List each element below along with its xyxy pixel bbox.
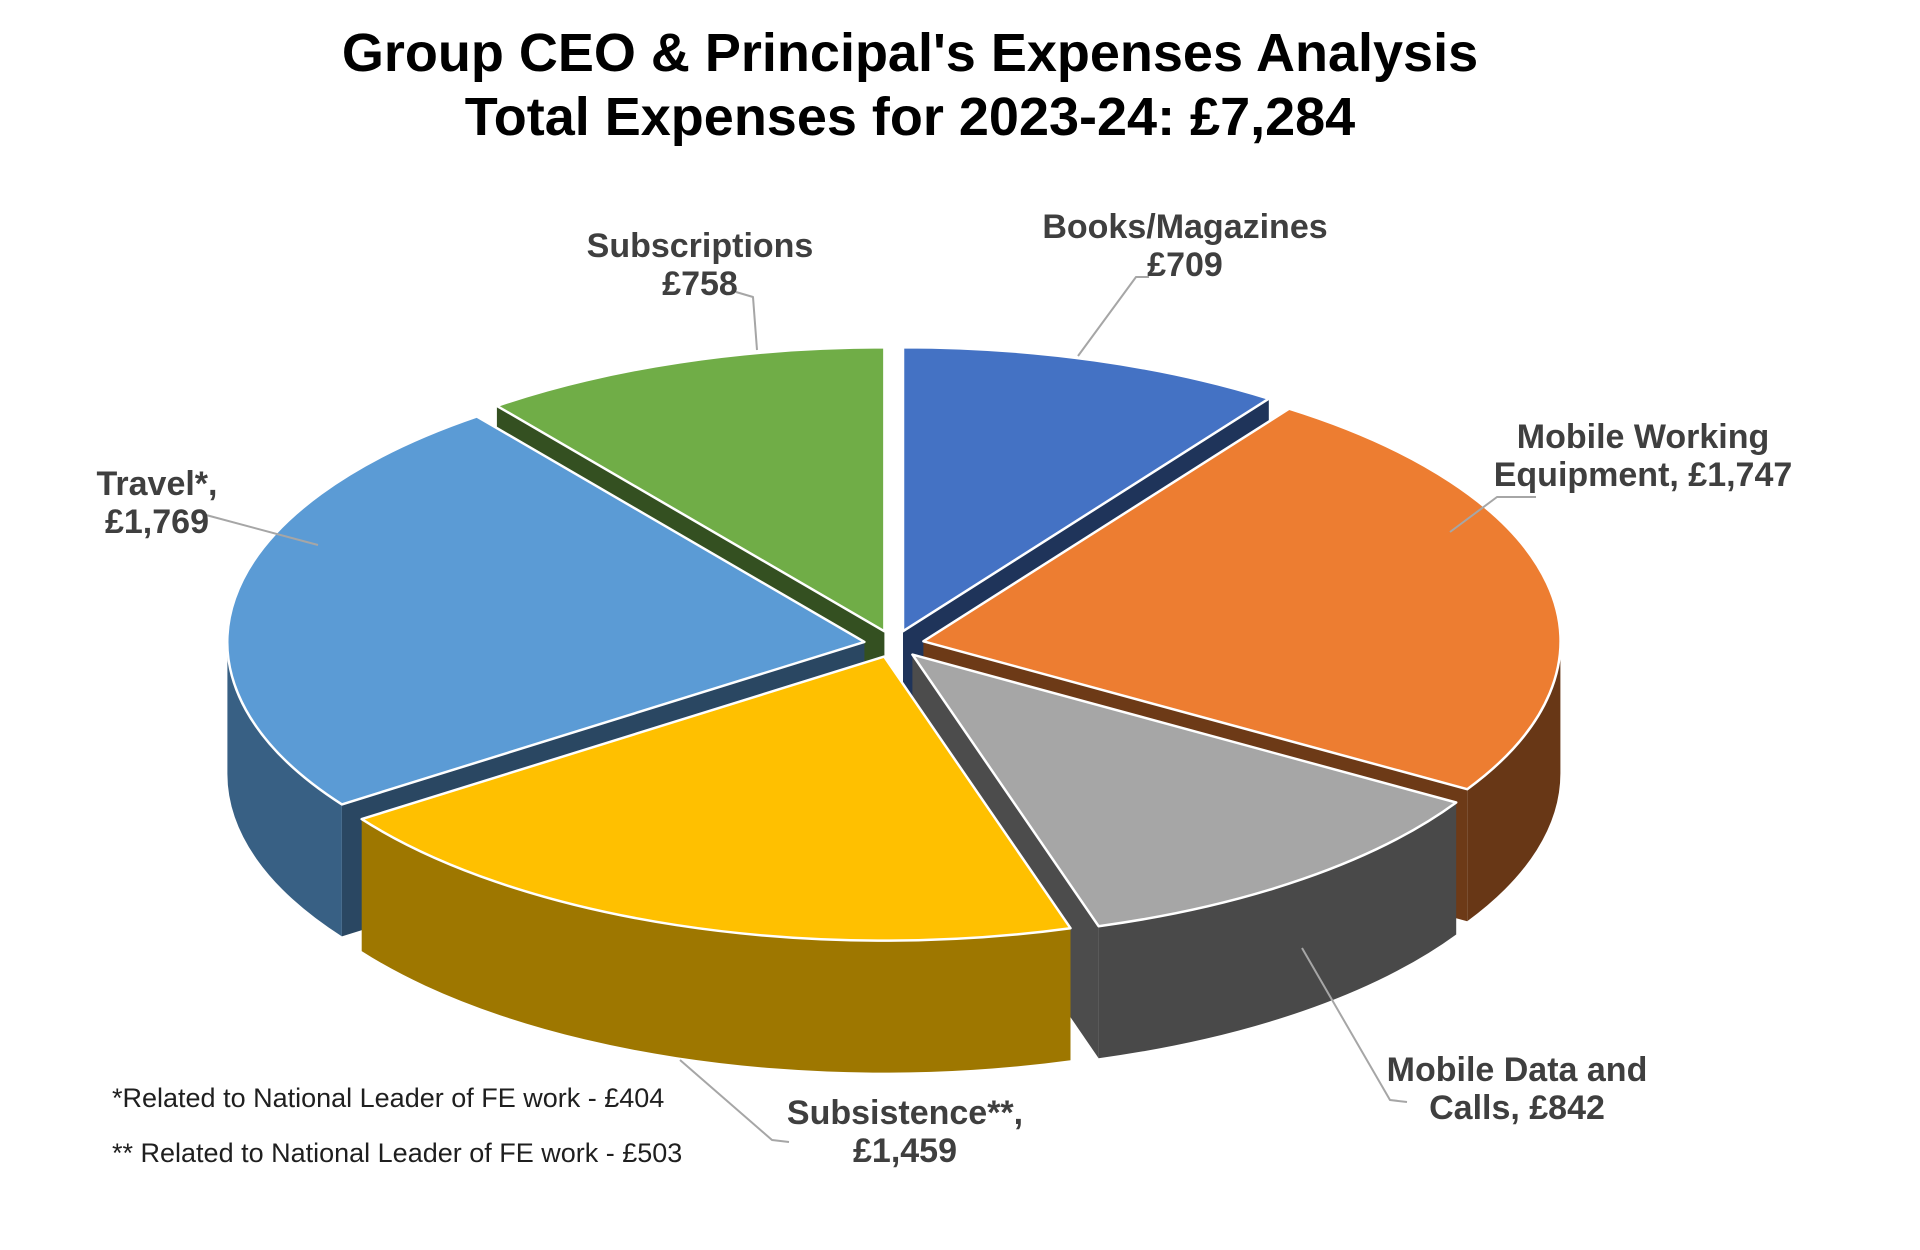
chart-title-line1: Group CEO & Principal's Expenses Analysi… bbox=[341, 23, 1479, 83]
slice-label-line: Calls, £842 bbox=[1429, 1089, 1605, 1128]
slice-label-line: £758 bbox=[662, 265, 738, 304]
chart-title-line2: Total Expenses for 2023-24: £7,284 bbox=[464, 86, 1356, 147]
pie-slice-subscriptions-top bbox=[495, 346, 886, 633]
slice-label-line: Mobile Working bbox=[1516, 418, 1770, 456]
slice-label-subscriptions: Subscriptions £758 bbox=[587, 227, 814, 304]
slice-label-line: Books/Magazines bbox=[1042, 208, 1328, 246]
pie-slice-books-magazines-top bbox=[901, 345, 1271, 633]
pie-slice-mobile-data-and-calls-top bbox=[911, 653, 1458, 928]
slice-label-line: Subscriptions bbox=[586, 227, 814, 265]
chart-title: Group CEO & Principal's Expenses Analysi… bbox=[342, 22, 1478, 149]
slice-label-line: £1,769 bbox=[104, 503, 209, 542]
pie-slice-travel-top bbox=[226, 415, 866, 806]
slice-label-line: £709 bbox=[1147, 246, 1223, 285]
pie-slice-subsistence-top bbox=[360, 655, 1072, 942]
slice-label-books-magazines: Books/Magazines £709 bbox=[1042, 208, 1327, 285]
footnote-subsistence: ** Related to National Leader of FE work… bbox=[112, 1138, 683, 1168]
pie-slice-subsistence-rim bbox=[361, 819, 1071, 1073]
slice-label-subsistence: Subsistence**, £1,459 bbox=[787, 1094, 1023, 1171]
pie-slice-mobile-data-and-calls-rim bbox=[1098, 802, 1457, 1059]
leader-line-mobile-data-and-calls bbox=[1301, 947, 1408, 1103]
footnote-travel: *Related to National Leader of FE work -… bbox=[112, 1083, 665, 1113]
pie-slice-mobile-working-equipment-top bbox=[922, 407, 1562, 791]
leader-line-mobile-working-equipment bbox=[1449, 496, 1536, 533]
pie-slice-mobile-working-equipment-rim bbox=[1467, 641, 1561, 922]
slice-label-line: Equipment, £1,747 bbox=[1493, 456, 1793, 495]
leader-line-subscriptions bbox=[735, 291, 758, 351]
slice-label-line: £1,459 bbox=[853, 1132, 957, 1171]
leader-line-books-magazines bbox=[1077, 276, 1149, 357]
leader-line-travel bbox=[205, 514, 319, 546]
pie-slice-subsistence bbox=[360, 655, 1072, 1073]
slice-label-mobile-working-equipment: Mobile Working Equipment, £1,747 bbox=[1494, 418, 1793, 495]
slice-label-line: Mobile Data and bbox=[1386, 1051, 1648, 1089]
slice-label-mobile-data-and-calls: Mobile Data and Calls, £842 bbox=[1387, 1051, 1648, 1128]
slice-label-line: Subsistence**, bbox=[786, 1094, 1024, 1132]
pie-slice-travel-rim bbox=[227, 641, 342, 937]
leader-line-subsistence bbox=[679, 1059, 790, 1143]
slice-label-travel: Travel*, £1,769 bbox=[97, 465, 218, 542]
slice-label-line: Travel*, bbox=[96, 465, 218, 503]
